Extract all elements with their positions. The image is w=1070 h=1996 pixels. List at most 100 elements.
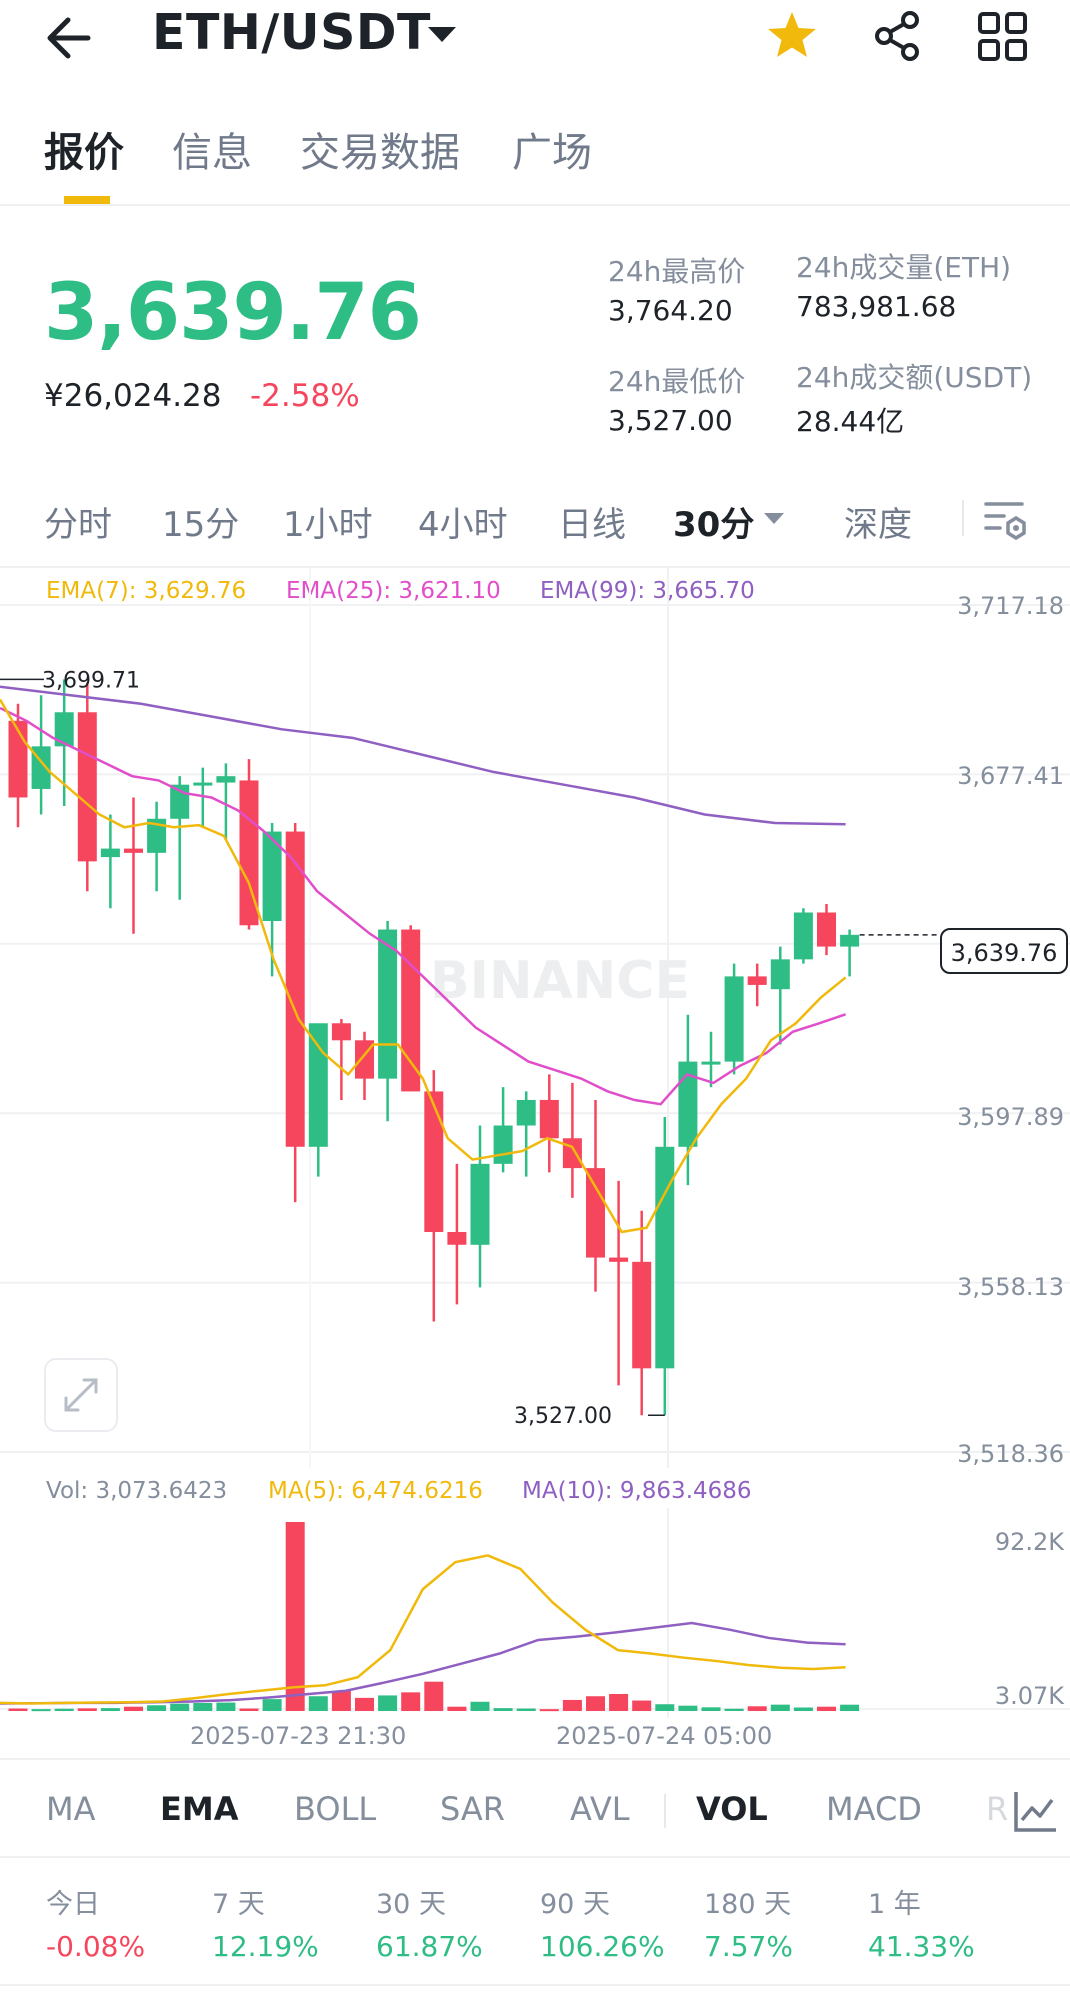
candle-body xyxy=(262,831,282,922)
indicator-vol[interactable]: VOL xyxy=(696,1790,768,1828)
favorite-button[interactable] xyxy=(764,8,824,68)
tab-square[interactable]: 广场 xyxy=(512,130,592,176)
binance-watermark: BINANCE xyxy=(430,951,690,1011)
indicator-rsi[interactable]: R xyxy=(986,1790,1009,1828)
volume-bar xyxy=(840,1704,860,1711)
chart-settings-icon xyxy=(984,502,1026,541)
volume-bar xyxy=(170,1703,190,1711)
candlestick-chart[interactable]: BINANCE 3,699.71 3,527.00 xyxy=(0,568,1070,1468)
interval-30m[interactable]: 30分 xyxy=(673,505,755,545)
cny-price: ¥26,024.28 xyxy=(44,378,222,414)
perf-label: 90 天 xyxy=(540,1889,610,1920)
low-value: 3,527.00 xyxy=(608,404,733,437)
perf-value: 7.57% xyxy=(704,1930,793,1963)
interval-15m[interactable]: 15分 xyxy=(162,505,240,545)
volume-bar xyxy=(562,1699,582,1711)
time-tick: 2025-07-23 21:30 xyxy=(190,1722,407,1750)
arrow-left-icon xyxy=(47,17,91,59)
volume-bar xyxy=(285,1522,305,1711)
back-button[interactable] xyxy=(40,8,110,68)
divider xyxy=(962,500,964,536)
volume-bar xyxy=(331,1690,351,1711)
candle-body xyxy=(216,776,236,783)
ema99-legend: EMA(99): 3,665.70 xyxy=(540,578,755,604)
share-button[interactable] xyxy=(870,8,930,68)
tab-trading-data[interactable]: 交易数据 xyxy=(300,130,460,176)
tab-info[interactable]: 信息 xyxy=(172,130,252,176)
expand-chart-button[interactable] xyxy=(44,1358,118,1432)
active-tab-indicator xyxy=(64,196,110,204)
indicator-avl[interactable]: AVL xyxy=(570,1790,630,1828)
perf-label: 今日 xyxy=(46,1889,100,1920)
pair-title[interactable]: ETH/USDT xyxy=(152,4,431,61)
candle-body xyxy=(632,1261,652,1369)
vol-ma10-line xyxy=(0,1621,846,1705)
vol-ma5-line xyxy=(0,1554,846,1705)
volume-tick: 3.07K xyxy=(994,1682,1064,1710)
candle-body xyxy=(331,1023,351,1041)
volume-bar xyxy=(678,1705,698,1711)
grid-icon xyxy=(978,12,1027,61)
indicator-ma[interactable]: MA xyxy=(46,1790,96,1828)
vol-usdt-value: 28.44亿 xyxy=(796,405,905,438)
volume-bar xyxy=(239,1708,259,1711)
volume-bar xyxy=(701,1707,721,1711)
volume-bar xyxy=(447,1706,467,1711)
volume-bar xyxy=(193,1703,213,1711)
divider xyxy=(0,204,1070,206)
volume-chart[interactable] xyxy=(0,1508,1070,1718)
interval-4h[interactable]: 4小时 xyxy=(418,505,508,545)
candle-body xyxy=(493,1125,513,1164)
divider xyxy=(0,566,1070,568)
chevron-down-icon[interactable] xyxy=(428,27,456,42)
volume-bar xyxy=(470,1701,490,1711)
interval-depth[interactable]: 深度 xyxy=(844,505,912,545)
high-value: 3,764.20 xyxy=(608,294,733,327)
volume-bar xyxy=(516,1708,536,1711)
volume-tick: 92.2K xyxy=(994,1528,1064,1556)
indicator-sar[interactable]: SAR xyxy=(440,1790,506,1828)
divider xyxy=(664,1794,666,1828)
share-icon xyxy=(875,11,919,61)
ema25-legend: EMA(25): 3,621.10 xyxy=(286,578,501,604)
interval-1h[interactable]: 1小时 xyxy=(283,505,373,545)
indicator-settings-button[interactable] xyxy=(1010,1786,1060,1836)
expand-icon xyxy=(64,1378,98,1412)
tab-quote[interactable]: 报价 xyxy=(44,130,124,176)
volume-bar xyxy=(632,1700,652,1711)
candle-body xyxy=(124,848,143,853)
candle-body xyxy=(308,1023,328,1147)
candle-body xyxy=(447,1232,467,1245)
candle-body xyxy=(54,712,74,747)
indicator-boll[interactable]: BOLL xyxy=(294,1790,377,1828)
perf-value: 61.87% xyxy=(376,1930,483,1963)
candle-body xyxy=(793,912,813,960)
low-label: 24h最低价 xyxy=(608,365,746,398)
perf-label: 30 天 xyxy=(376,1889,446,1920)
volume-bar xyxy=(308,1696,328,1711)
indicator-ema[interactable]: EMA xyxy=(160,1790,239,1828)
time-tick: 2025-07-24 05:00 xyxy=(556,1722,773,1750)
candle-body xyxy=(539,1099,559,1139)
chevron-down-icon[interactable] xyxy=(764,513,784,524)
interval-1d[interactable]: 日线 xyxy=(558,505,626,545)
high-marker-label: 3,699.71 xyxy=(42,668,140,693)
candle-body xyxy=(285,831,305,1147)
candle-body xyxy=(586,1168,605,1258)
volume-bar xyxy=(424,1681,444,1711)
indicator-chart-icon xyxy=(1014,1792,1056,1832)
vol-usdt-label: 24h成交额(USDT) xyxy=(796,361,1033,394)
indicator-macd[interactable]: MACD xyxy=(826,1790,922,1828)
grid-menu-button[interactable] xyxy=(976,10,1036,70)
vol-eth-label: 24h成交量(ETH) xyxy=(796,251,1012,284)
volume-bar xyxy=(747,1706,767,1711)
volume-legend: Vol: 3,073.6423 xyxy=(46,1478,228,1504)
volume-bar xyxy=(31,1709,51,1712)
price-tick: 3,717.18 xyxy=(957,592,1064,620)
candle-body xyxy=(701,1061,721,1065)
chart-settings-button[interactable] xyxy=(982,496,1030,544)
candle-body xyxy=(470,1163,490,1245)
candle-body xyxy=(424,1091,444,1233)
interval-timeline[interactable]: 分时 xyxy=(44,505,112,545)
candle-body xyxy=(378,929,398,1079)
